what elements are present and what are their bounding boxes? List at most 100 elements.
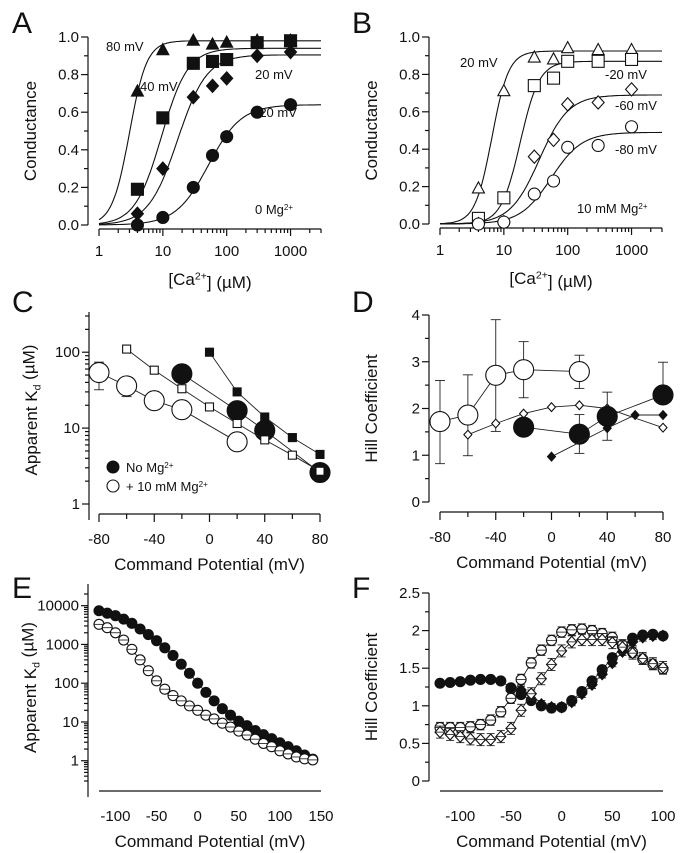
annotation-label: -20 mV (255, 105, 297, 120)
data-point (471, 217, 485, 231)
panel-letter: A (12, 7, 32, 40)
y-tick-label: 4 (412, 307, 420, 324)
panel-letter: B (352, 7, 372, 40)
y-tick-label: 1.0 (399, 29, 420, 46)
data-point (226, 431, 248, 453)
x-tick-label: 40 (599, 529, 616, 546)
y-tick-label: 1 (412, 698, 420, 715)
data-point (658, 409, 668, 421)
data-point (232, 387, 242, 397)
series--10-mm-mg2-small-open-squares- (122, 344, 325, 476)
data-point (602, 422, 612, 434)
legend-label: No Mg2+​ (126, 460, 174, 475)
data-point (315, 466, 325, 476)
data-point (130, 218, 144, 232)
data-point (186, 33, 201, 46)
data-point (151, 635, 163, 647)
data-point (546, 132, 561, 148)
panel-f: F -100 -50 0 50 100 0 0.5 1 1.5 2 2.5 Command Potent… (352, 572, 676, 851)
y-tick-label: 1000 (46, 636, 79, 653)
x-axis-label: Command Potential (mV) (115, 832, 306, 851)
data-point (576, 687, 588, 701)
data-point (205, 36, 220, 50)
annotation-label: 40 mV (140, 79, 178, 94)
x-tick-label: 80 (312, 531, 329, 548)
data-point (205, 78, 220, 94)
x-tick-label: -80 (429, 529, 451, 546)
y-tick-label: 1.0 (58, 29, 79, 46)
data-point (130, 182, 144, 196)
series-filled-diamonds (505, 629, 669, 714)
data-point (495, 675, 507, 687)
x-tick-label: 0 (547, 529, 555, 546)
x-tick-label: 10 (155, 243, 172, 260)
data-point (624, 81, 639, 97)
annotation-label: 10 mM Mg2+​ (577, 201, 648, 216)
data-point (142, 628, 154, 641)
series-open-circles (93, 618, 319, 766)
data-point (591, 138, 605, 153)
data-point (156, 111, 170, 125)
y-axis-label: Conductance (21, 81, 40, 181)
panel-d: D -80 -40 0 40 80 0 1 2 3 4 Command Potential (mV) H… (352, 286, 674, 572)
data-point (250, 105, 264, 119)
data-point (204, 347, 215, 357)
connecting-line (98, 610, 313, 760)
connecting-line (551, 414, 663, 458)
annotation-label: 20 mV (460, 55, 498, 70)
y-tick-label: 10000 (37, 598, 79, 615)
data-point (568, 361, 590, 383)
y-tick-label: 100 (55, 344, 80, 361)
y-tick-label: 0.2 (58, 179, 79, 196)
x-axis-label: Command Potential (mV) (114, 555, 305, 574)
data-point (497, 191, 511, 205)
data-point (496, 83, 511, 97)
panel-b: B 1 10 100 1000 0.0 0.2 0.4 0.6 0.8 1.0 [Ca2+​] (µM… (352, 7, 663, 291)
series-filled-circles (93, 605, 319, 765)
annotation-label: 20 mV (255, 67, 293, 82)
data-point (561, 140, 575, 154)
data-point (606, 656, 619, 670)
data-point (444, 676, 456, 689)
annotation-label: 0 Mg2+​ (255, 202, 293, 217)
data-point (566, 695, 578, 709)
y-tick-label: 0.6 (58, 104, 79, 121)
data-point (155, 42, 170, 56)
data-point (513, 359, 535, 381)
data-point (175, 658, 187, 670)
data-point (260, 412, 270, 422)
data-point (527, 187, 541, 201)
series-40-mv (98, 34, 321, 225)
annotation-label: -80 mV (615, 142, 657, 157)
data-point (122, 344, 132, 354)
data-point (287, 450, 297, 460)
legend-marker-open-circle (106, 479, 120, 493)
data-point (219, 70, 234, 86)
data-point (220, 53, 234, 67)
data-point (429, 411, 451, 433)
data-point (130, 83, 145, 97)
data-point (260, 435, 270, 445)
series--10-mm-mg2-small-open-diamonds- (463, 400, 668, 440)
data-point (200, 686, 212, 698)
data-point (205, 54, 220, 68)
y-tick-label: 0.0 (399, 216, 420, 233)
data-point (134, 623, 146, 635)
panel-letter: F (352, 572, 370, 605)
data-point (546, 174, 561, 188)
connecting-line (181, 373, 321, 473)
data-point (630, 409, 640, 421)
x-tick-label: 0 (205, 531, 213, 548)
data-point (545, 700, 558, 714)
data-point (574, 400, 585, 411)
y-tick-label: 0.4 (399, 141, 420, 158)
x-tick-label: -40 (485, 529, 507, 546)
y-tick-label: 2 (412, 623, 420, 640)
y-tick-label: 2 (412, 401, 420, 418)
x-tick-label: 80 (655, 529, 672, 546)
data-point (171, 363, 193, 385)
data-point (116, 375, 138, 397)
data-point (555, 700, 568, 714)
x-tick-label: -50 (500, 808, 522, 825)
